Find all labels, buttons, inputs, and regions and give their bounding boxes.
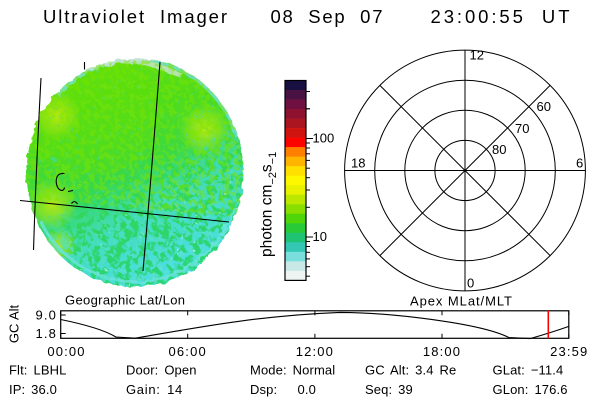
svg-text:60: 60 [537, 99, 551, 114]
svg-text:0.0: 0.0 [298, 382, 316, 397]
svg-text:1.8: 1.8 [36, 326, 58, 341]
svg-text:Mode: Normal: Mode: Normal [250, 363, 335, 378]
svg-text:Gain: 14: Gain: 14 [126, 382, 183, 397]
svg-text:12:00: 12:00 [296, 344, 334, 359]
svg-text:6: 6 [576, 156, 583, 171]
svg-text:70: 70 [515, 121, 529, 136]
svg-text:23:59: 23:59 [550, 344, 588, 359]
svg-text:06:00: 06:00 [169, 344, 207, 359]
svg-text:0: 0 [467, 276, 474, 291]
svg-text:10: 10 [313, 229, 327, 244]
svg-text:Ultraviolet Imager: Ultraviolet Imager [43, 6, 227, 27]
svg-text:08 Sep 07: 08 Sep 07 [271, 6, 383, 27]
svg-text:100: 100 [313, 131, 335, 146]
svg-text:GC Alt: GC Alt [7, 304, 22, 343]
svg-text:Door: Open: Door: Open [126, 363, 197, 378]
svg-text:80: 80 [492, 142, 506, 157]
svg-text:Flt: LBHL: Flt: LBHL [9, 363, 66, 378]
svg-text:9.0: 9.0 [36, 308, 58, 323]
svg-text:GC Alt: 3.4 Re: GC Alt: 3.4 Re [365, 363, 456, 378]
svg-text:18: 18 [351, 156, 365, 171]
svg-text:23:00:55 UT: 23:00:55 UT [431, 6, 570, 27]
svg-text:GLon: 176.6: GLon: 176.6 [493, 382, 568, 397]
svg-text:Dsp:: Dsp: [250, 382, 277, 397]
svg-text:GLat: −11.4: GLat: −11.4 [493, 363, 564, 378]
svg-text:Geographic Lat/Lon: Geographic Lat/Lon [65, 293, 185, 308]
svg-text:00:00: 00:00 [47, 344, 85, 359]
svg-text:12: 12 [470, 48, 484, 63]
svg-text:Seq: 39: Seq: 39 [365, 382, 413, 397]
svg-text:IP: 36.0: IP: 36.0 [9, 382, 57, 397]
svg-text:18:00: 18:00 [423, 344, 461, 359]
svg-text:Apex MLat/MLT: Apex MLat/MLT [410, 294, 512, 309]
